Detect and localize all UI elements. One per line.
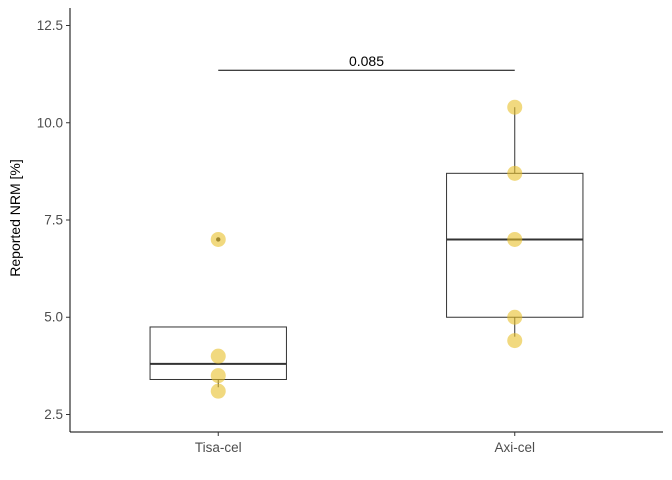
data-point-tisa-cel [210,383,226,399]
x-tick-label: Tisa-cel [195,440,242,455]
data-point-axi-cel [507,231,523,247]
data-point-axi-cel [507,99,523,115]
data-point-axi-cel [507,333,523,349]
data-point-tisa-cel [210,348,226,364]
y-tick-label: 10.0 [37,115,63,130]
y-tick-label: 7.5 [44,213,63,228]
p-value-label: 0.085 [349,53,384,69]
data-point-tisa-cel [210,231,226,247]
data-point-axi-cel [507,165,523,181]
plot-area: 0.085 [149,53,584,399]
x-tick-label: Axi-cel [494,440,535,455]
axes: 2.5 5.0 7.5 10.0 12.5 Tisa-cel Axi-cel [37,8,663,455]
data-point-tisa-cel [210,368,226,384]
y-tick-label: 12.5 [37,18,63,33]
y-axis-title: Reported NRM [%] [7,159,23,276]
y-tick-label: 5.0 [44,310,63,325]
data-point-axi-cel [507,309,523,325]
y-tick-label: 2.5 [44,407,63,422]
